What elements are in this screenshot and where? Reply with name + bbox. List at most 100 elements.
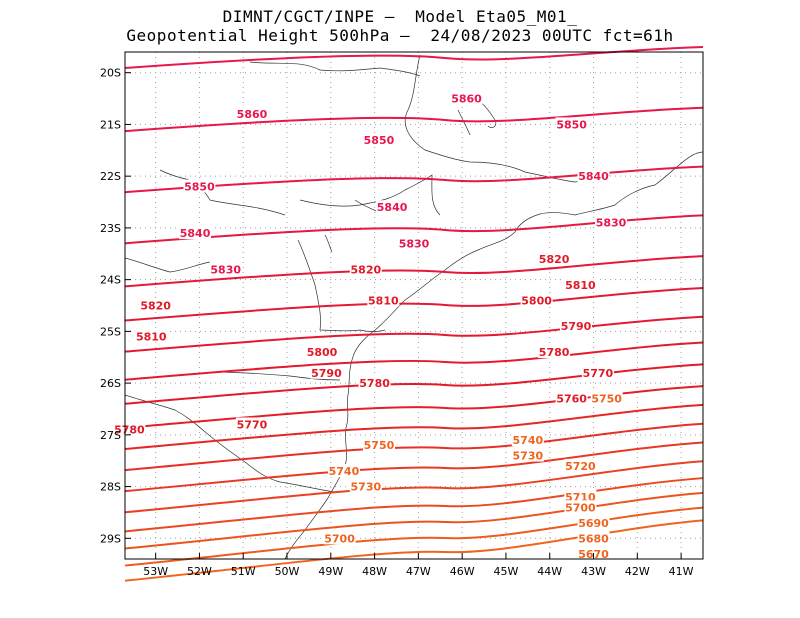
chart-title-line2: Geopotential Height 500hPa – 24/08/2023 … xyxy=(126,26,674,45)
x-tick-label: 51W xyxy=(231,565,256,578)
state-border-sc xyxy=(214,371,341,381)
contour-line xyxy=(124,255,704,288)
y-tick-label: 22S xyxy=(100,170,121,183)
contour-label: 5690 xyxy=(578,517,609,530)
contour-label: 5820 xyxy=(539,253,570,266)
contour-label: 5840 xyxy=(180,227,211,240)
contour-label-bg xyxy=(511,448,544,462)
contour-line xyxy=(124,341,704,381)
contour-label-bg xyxy=(327,464,360,478)
chart-title-line1: DIMNT/CGCT/INPE – Model Eta05_M01_ xyxy=(222,7,578,26)
contour-label-bg xyxy=(367,293,400,307)
contour-label-bg xyxy=(564,500,597,514)
contour-line xyxy=(124,460,704,514)
contour-line xyxy=(124,403,704,450)
contour-label: 5830 xyxy=(210,263,241,276)
x-tick-label: 42W xyxy=(625,565,650,578)
y-tick-label: 21S xyxy=(100,118,121,131)
contour-label-bg xyxy=(555,391,588,405)
contour-label: 5740 xyxy=(329,465,360,478)
contour-line xyxy=(124,106,704,133)
y-tick-label: 24S xyxy=(100,274,121,287)
contour-label: 5700 xyxy=(565,501,596,514)
contour-label: 5780 xyxy=(359,377,390,390)
contour-label: 5850 xyxy=(556,118,587,131)
contour-label-bg xyxy=(358,376,391,390)
contour-label-bg xyxy=(590,391,623,405)
contour-label: 5840 xyxy=(578,170,609,183)
state-border-sc-rs xyxy=(124,394,336,493)
contour-line xyxy=(124,491,704,550)
contour-label: 5810 xyxy=(136,331,167,344)
contour-label: 5860 xyxy=(451,93,482,106)
y-tick-label: 28S xyxy=(100,481,121,494)
contour-label: 5810 xyxy=(368,294,399,307)
map-plot-area xyxy=(125,52,703,559)
y-tick-label: 27S xyxy=(100,429,121,442)
map-frame xyxy=(124,51,704,560)
contour-label-bg xyxy=(564,277,597,291)
contour-label-bg xyxy=(183,179,216,193)
contour-label-bg xyxy=(113,422,146,436)
contour-label: 5820 xyxy=(351,263,382,276)
contour-label: 5730 xyxy=(513,450,544,463)
x-tick-label: 45W xyxy=(494,565,519,578)
contour-label: 5800 xyxy=(307,346,338,359)
contour-label: 5770 xyxy=(237,418,268,431)
contour-label: 5780 xyxy=(114,424,145,437)
contour-label-bg xyxy=(511,433,544,447)
contour-label: 5780 xyxy=(539,346,570,359)
contour-label: 5680 xyxy=(578,532,609,545)
contour-label: 5830 xyxy=(399,237,430,250)
contour-label-bg xyxy=(577,169,610,183)
contour-label-bg xyxy=(310,365,343,379)
x-tick-label: 47W xyxy=(406,565,431,578)
contour-line xyxy=(124,286,704,322)
contour-label: 5700 xyxy=(324,532,355,545)
contour-line xyxy=(124,422,704,472)
contour-label-bg xyxy=(235,107,268,121)
state-border-sp-mg xyxy=(249,61,441,216)
y-tick-label: 23S xyxy=(100,222,121,235)
x-tick-label: 43W xyxy=(581,565,606,578)
y-tick-label: 25S xyxy=(100,325,121,338)
contour-label: 5720 xyxy=(565,460,596,473)
x-tick-label: 44W xyxy=(537,565,562,578)
state-border-mg-rj xyxy=(404,54,611,183)
contour-line xyxy=(124,441,704,493)
contour-line xyxy=(124,477,704,533)
contour-labels: 5860 5860 5850 5850 5850 5840 5840 5840 5830 5830… xyxy=(113,91,628,561)
contour-label-bg xyxy=(362,132,395,146)
contour-label-bg xyxy=(595,215,628,229)
contour-label-bg xyxy=(235,417,268,431)
contour-label-bg xyxy=(538,251,571,265)
contour-label-bg xyxy=(520,293,553,307)
contour-line xyxy=(124,315,704,353)
contour-label: 5750 xyxy=(591,393,622,406)
contour-label-bg xyxy=(139,298,172,312)
contour-label: 5770 xyxy=(583,367,614,380)
contour-label-bg xyxy=(581,365,614,379)
map-axis-ticks: 53W 52W 51W 50W 49W 48W 47W 46W 45W 44W 43W 42W 41W 2… xyxy=(100,67,694,578)
contour-label: 5830 xyxy=(596,217,627,230)
x-tick-label: 50W xyxy=(275,565,300,578)
contour-label-bg xyxy=(560,319,593,333)
x-tick-label: 41W xyxy=(669,565,694,578)
contour-label: 5730 xyxy=(351,481,382,494)
contour-label: 5850 xyxy=(184,181,215,194)
contour-label-bg xyxy=(362,438,395,452)
contour-label: 5760 xyxy=(556,393,587,406)
contour-label-bg xyxy=(577,515,610,529)
state-border-pr xyxy=(297,239,386,332)
contour-label-bg xyxy=(564,489,597,503)
contour-label-bg xyxy=(349,479,382,493)
x-tick-label: 48W xyxy=(362,565,387,578)
x-tick-label: 46W xyxy=(450,565,475,578)
y-tick-label: 26S xyxy=(100,377,121,390)
contour-label: 5840 xyxy=(377,201,408,214)
contour-label: 5790 xyxy=(561,320,592,333)
contour-label-bg xyxy=(209,262,242,276)
contour-label: 5850 xyxy=(364,134,395,147)
x-tick-label: 53W xyxy=(143,565,168,578)
